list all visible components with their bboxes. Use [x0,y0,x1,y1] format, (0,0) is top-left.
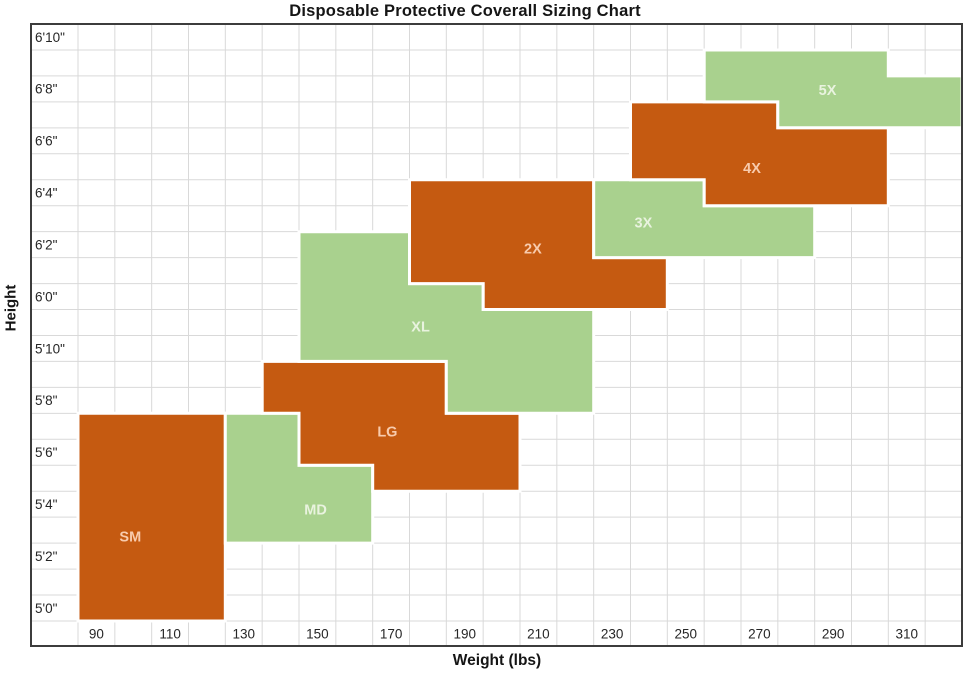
x-tick-label: 90 [89,627,104,642]
x-tick-label: 230 [601,627,624,642]
y-tick-label: 6'6" [35,134,58,149]
size-region-sm [76,411,227,623]
y-tick-label: 6'8" [35,82,58,97]
x-tick-label: 210 [527,627,550,642]
y-tick-label: 6'4" [35,186,58,201]
y-tick-label: 5'0" [35,601,58,616]
y-tick-label: 5'4" [35,497,58,512]
y-axis-title: Height [2,284,20,332]
size-region-label-2x: 2X [524,242,542,258]
x-tick-label: 130 [232,627,255,642]
x-tick-label: 190 [453,627,476,642]
x-tick-label: 270 [748,627,771,642]
x-tick-label: 310 [895,627,918,642]
x-tick-label: 290 [822,627,845,642]
y-tick-label: 5'8" [35,393,58,408]
chart-title: Disposable Protective Coverall Sizing Ch… [289,2,641,20]
y-tick-label: 6'0" [35,289,58,304]
x-tick-label: 170 [380,627,403,642]
x-tick-label: 110 [159,627,181,642]
plot-border [30,23,963,647]
size-region-label-3x: 3X [635,216,653,232]
y-tick-label: 6'2" [35,237,58,252]
y-tick-label: 5'10" [35,341,65,356]
y-tick-label: 5'6" [35,445,58,460]
x-tick-label: 250 [674,627,697,642]
y-tick-label: 6'10" [35,30,65,45]
size-region-label-4x: 4X [743,161,761,177]
size-region-label-xl: XL [411,319,430,335]
size-region-label-lg: LG [377,425,397,441]
size-region-label-md: MD [304,502,327,518]
x-axis-title: Weight (lbs) [452,652,542,669]
size-region-label-sm: SM [119,530,141,546]
y-tick-label: 5'2" [35,549,58,564]
x-tick-label: 150 [306,627,329,642]
size-region-label-5x: 5X [819,83,837,99]
